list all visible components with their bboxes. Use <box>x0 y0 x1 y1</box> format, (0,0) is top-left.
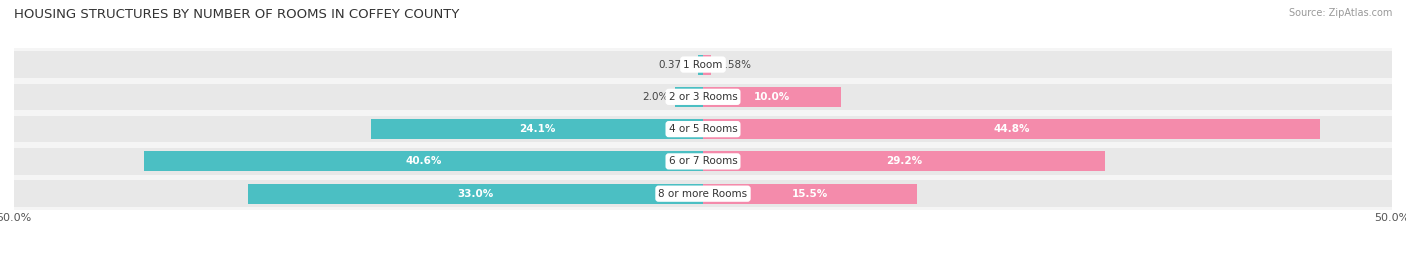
Text: 0.37%: 0.37% <box>658 59 690 70</box>
Bar <box>371 119 703 139</box>
Text: 4 or 5 Rooms: 4 or 5 Rooms <box>669 124 737 134</box>
Text: 2 or 3 Rooms: 2 or 3 Rooms <box>669 92 737 102</box>
Bar <box>703 119 1320 139</box>
Text: 29.2%: 29.2% <box>886 156 922 167</box>
Bar <box>703 55 711 75</box>
Text: 6 or 7 Rooms: 6 or 7 Rooms <box>669 156 737 167</box>
Bar <box>703 87 841 107</box>
Bar <box>697 55 703 75</box>
Text: Source: ZipAtlas.com: Source: ZipAtlas.com <box>1288 8 1392 18</box>
Text: 33.0%: 33.0% <box>457 189 494 199</box>
Bar <box>249 184 703 204</box>
Bar <box>703 151 1105 171</box>
Bar <box>14 84 1392 110</box>
Text: 15.5%: 15.5% <box>792 189 828 199</box>
Bar <box>143 151 703 171</box>
Bar <box>703 184 917 204</box>
Bar <box>675 87 703 107</box>
Text: HOUSING STRUCTURES BY NUMBER OF ROOMS IN COFFEY COUNTY: HOUSING STRUCTURES BY NUMBER OF ROOMS IN… <box>14 8 460 21</box>
Text: 2.0%: 2.0% <box>643 92 669 102</box>
Text: 1 Room: 1 Room <box>683 59 723 70</box>
Bar <box>14 148 1392 175</box>
Text: 8 or more Rooms: 8 or more Rooms <box>658 189 748 199</box>
Bar <box>14 116 1392 142</box>
Text: 0.58%: 0.58% <box>718 59 751 70</box>
Text: 44.8%: 44.8% <box>994 124 1031 134</box>
Text: 10.0%: 10.0% <box>754 92 790 102</box>
Text: 40.6%: 40.6% <box>405 156 441 167</box>
Bar <box>14 180 1392 207</box>
Bar <box>14 51 1392 78</box>
Text: 24.1%: 24.1% <box>519 124 555 134</box>
